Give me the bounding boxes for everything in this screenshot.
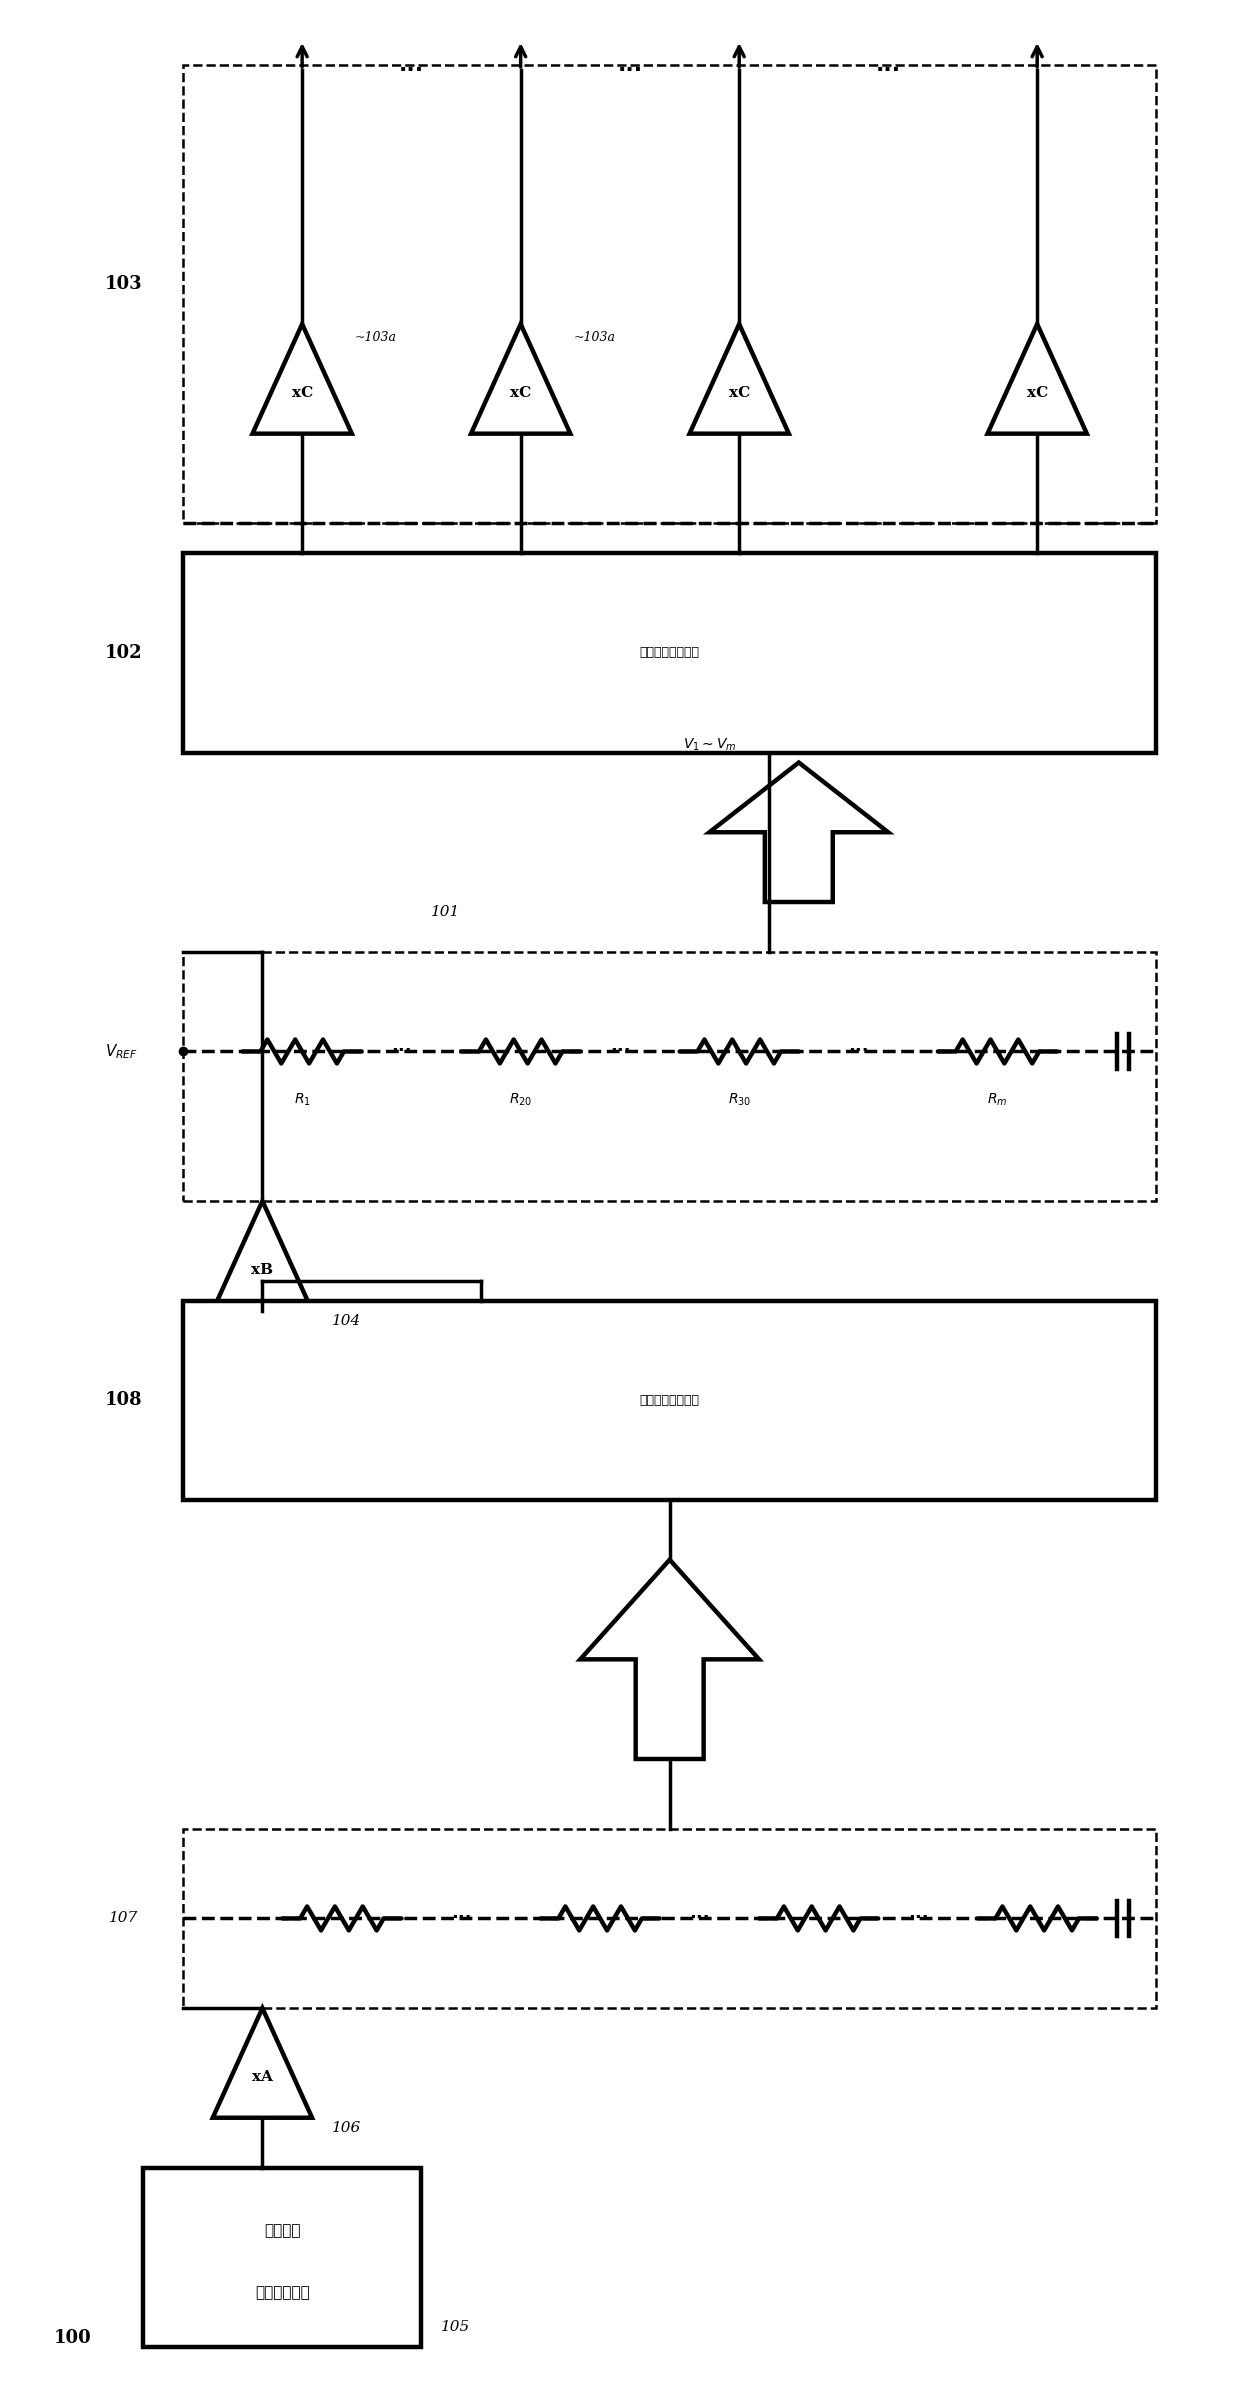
- Text: 105: 105: [441, 2319, 470, 2333]
- Bar: [184, 552, 1157, 752]
- Bar: [144, 2167, 422, 2348]
- Text: 100: 100: [53, 2329, 92, 2348]
- Text: $V_{REF}$: $V_{REF}$: [105, 1043, 138, 1062]
- Text: 电压产生电路: 电压产生电路: [255, 2286, 310, 2300]
- Text: 能隙参考: 能隙参考: [264, 2224, 300, 2238]
- Text: 101: 101: [432, 905, 460, 919]
- Bar: [184, 1829, 1157, 2007]
- Bar: [184, 952, 1157, 1200]
- Text: 104: 104: [332, 1314, 361, 1329]
- Text: xA: xA: [252, 2069, 273, 2083]
- Text: $R_m$: $R_m$: [987, 1090, 1008, 1107]
- Bar: [184, 64, 1157, 524]
- Text: ···: ···: [391, 1043, 412, 1060]
- Text: $R_{20}$: $R_{20}$: [508, 1090, 532, 1107]
- Text: $R_{30}$: $R_{30}$: [728, 1090, 751, 1107]
- Text: ···: ···: [689, 1910, 709, 1929]
- Text: xB: xB: [252, 1262, 274, 1276]
- Text: ~103a: ~103a: [573, 331, 615, 343]
- Bar: [184, 1300, 1157, 1500]
- Text: 107: 107: [109, 1912, 138, 1926]
- Text: $R_1$: $R_1$: [294, 1090, 310, 1107]
- Polygon shape: [709, 762, 888, 902]
- Text: ~103a: ~103a: [355, 331, 397, 343]
- Text: ···: ···: [848, 1043, 869, 1060]
- Text: xC: xC: [291, 386, 312, 400]
- Polygon shape: [689, 324, 789, 433]
- Text: ···: ···: [908, 1910, 929, 1929]
- Text: ...: ...: [875, 55, 900, 74]
- Polygon shape: [213, 1200, 312, 1310]
- Text: ...: ...: [618, 55, 642, 74]
- Text: 106: 106: [332, 2121, 361, 2136]
- Polygon shape: [213, 2007, 312, 2117]
- Text: ···: ···: [610, 1043, 630, 1060]
- Text: 102: 102: [104, 643, 143, 662]
- Text: ...: ...: [399, 55, 424, 74]
- Polygon shape: [253, 324, 352, 433]
- Text: 108: 108: [104, 1391, 143, 1410]
- Polygon shape: [580, 1560, 759, 1760]
- Text: 数位模拟转换模块: 数位模拟转换模块: [640, 645, 699, 660]
- Text: 103: 103: [104, 276, 143, 293]
- Polygon shape: [987, 324, 1086, 433]
- Text: ···: ···: [451, 1910, 471, 1929]
- Polygon shape: [471, 324, 570, 433]
- Text: xC: xC: [1027, 386, 1048, 400]
- Text: 数位模拟转换模块: 数位模拟转换模块: [640, 1393, 699, 1407]
- Text: xC: xC: [729, 386, 750, 400]
- Text: xC: xC: [510, 386, 531, 400]
- Text: $V_1\sim V_m$: $V_1\sim V_m$: [683, 736, 737, 752]
